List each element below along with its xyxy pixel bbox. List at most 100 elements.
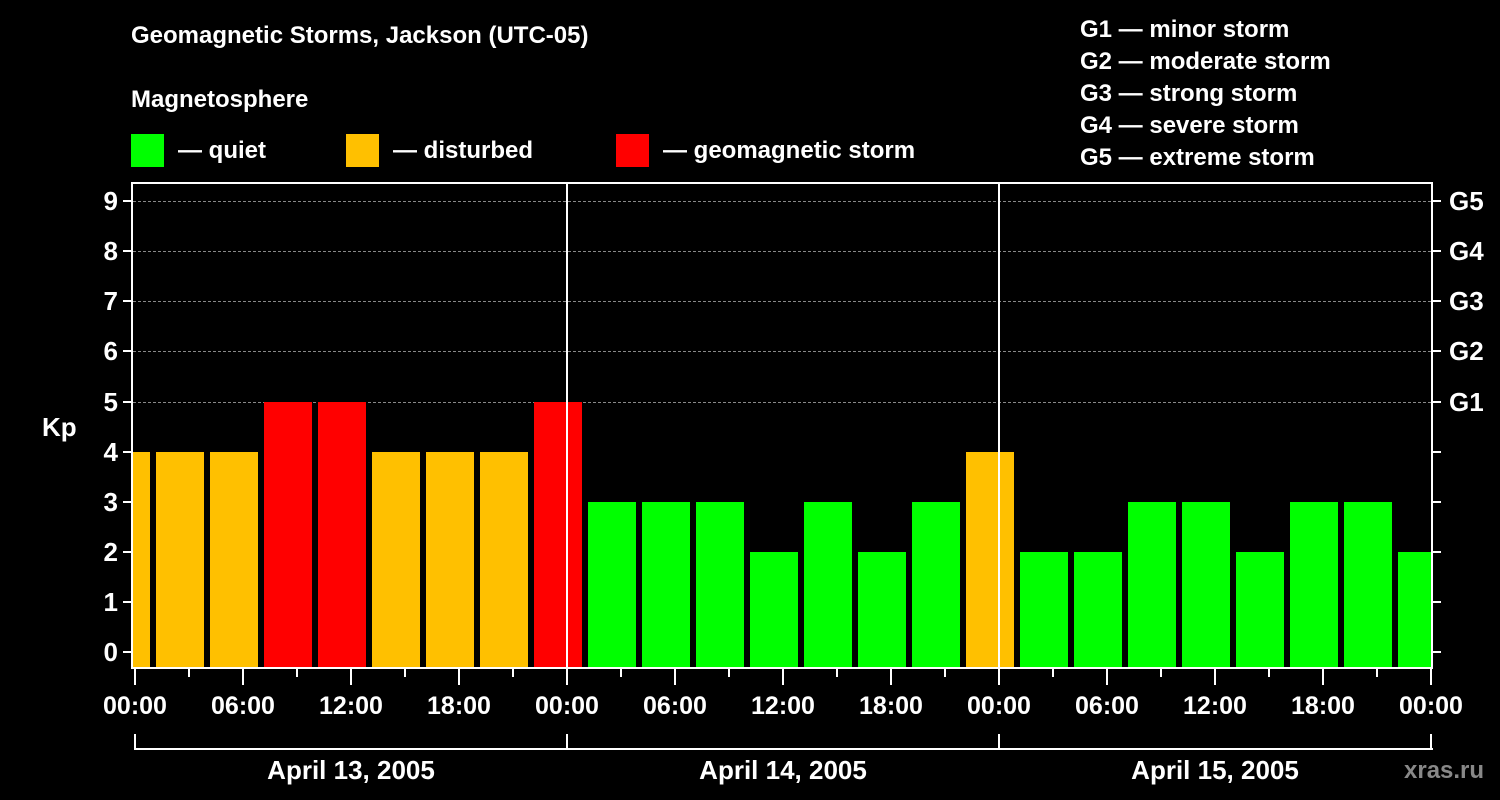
y-tick-right xyxy=(1433,200,1441,203)
swatch-quiet-icon xyxy=(131,134,164,167)
x-tick-minor xyxy=(512,669,514,677)
x-tick-major xyxy=(1322,669,1324,685)
y-tick-right xyxy=(1433,500,1441,503)
g-scale-item: G5 — extreme storm xyxy=(1080,144,1315,171)
g-scale-item: G3 — strong storm xyxy=(1080,80,1298,107)
y-tick xyxy=(123,550,131,553)
bar-storm xyxy=(318,401,366,667)
bar-quiet xyxy=(1290,501,1338,667)
x-tick-label: 12:00 xyxy=(751,692,815,720)
y-tick-label: 7 xyxy=(103,286,118,317)
bar-quiet xyxy=(1236,551,1284,667)
x-tick-minor xyxy=(188,669,190,677)
g-tick-label: G4 xyxy=(1449,236,1484,267)
x-tick-major xyxy=(134,669,136,685)
y-tick-right xyxy=(1433,350,1441,353)
x-tick-major xyxy=(566,669,568,685)
x-tick-label: 00:00 xyxy=(1399,692,1463,720)
y-tick-right xyxy=(1433,250,1441,253)
plot-area xyxy=(131,182,1433,669)
bar-storm xyxy=(534,401,582,667)
y-tick-right xyxy=(1433,600,1441,603)
y-tick-label: 5 xyxy=(103,386,118,417)
x-tick-label: 18:00 xyxy=(1291,692,1355,720)
swatch-storm-icon xyxy=(616,134,649,167)
bar-quiet xyxy=(1128,501,1176,667)
x-tick-major xyxy=(1214,669,1216,685)
x-tick-major xyxy=(1430,669,1432,685)
x-tick-major xyxy=(242,669,244,685)
y-tick-right xyxy=(1433,450,1441,453)
x-tick-label: 12:00 xyxy=(1183,692,1247,720)
x-tick-label: 00:00 xyxy=(103,692,167,720)
x-tick-major xyxy=(674,669,676,685)
g-scale-legend: G1 — minor storm G2 — moderate storm G3 … xyxy=(1080,14,1331,174)
x-tick-label: 18:00 xyxy=(859,692,923,720)
x-tick-minor xyxy=(1376,669,1378,677)
x-tick-label: 00:00 xyxy=(967,692,1031,720)
x-tick-minor xyxy=(620,669,622,677)
y-tick-label: 8 xyxy=(103,236,118,267)
x-tick-major xyxy=(890,669,892,685)
bar-storm xyxy=(264,401,312,667)
g-tick-label: G3 xyxy=(1449,286,1484,317)
bar-disturbed xyxy=(426,451,474,667)
x-tick-minor xyxy=(296,669,298,677)
x-tick-minor xyxy=(1268,669,1270,677)
bar-quiet xyxy=(804,501,852,667)
x-tick-minor xyxy=(836,669,838,677)
y-tick xyxy=(123,250,131,253)
watermark: xras.ru xyxy=(1404,757,1485,784)
x-tick-minor xyxy=(944,669,946,677)
bar-quiet xyxy=(696,501,744,667)
y-tick-label: 3 xyxy=(103,486,118,517)
y-tick xyxy=(123,500,131,503)
y-tick-label: 0 xyxy=(103,637,118,667)
x-tick-label: 06:00 xyxy=(211,692,275,720)
x-tick-minor xyxy=(404,669,406,677)
y-tick-label: 4 xyxy=(103,436,118,467)
y-tick xyxy=(123,651,131,653)
x-tick-major xyxy=(458,669,460,685)
x-tick-minor xyxy=(728,669,730,677)
y-tick xyxy=(123,400,131,403)
grid-line xyxy=(133,251,1431,253)
day-label: April 13, 2005 xyxy=(267,755,435,785)
chart-title: Geomagnetic Storms, Jackson (UTC-05) xyxy=(131,22,589,49)
grid-line xyxy=(133,401,1431,403)
day-bracket-tick xyxy=(134,734,136,749)
grid-line xyxy=(133,201,1431,203)
y-tick xyxy=(123,200,131,203)
y-tick-label: 2 xyxy=(103,536,118,567)
y-tick-right xyxy=(1433,651,1441,653)
y-tick-right xyxy=(1433,300,1441,303)
bar-quiet xyxy=(912,501,960,667)
g-tick-label: G5 xyxy=(1449,186,1484,217)
bar-quiet xyxy=(1020,551,1068,667)
chart-subtitle: Magnetosphere xyxy=(131,86,309,113)
bar-quiet xyxy=(642,501,690,667)
bar-disturbed xyxy=(480,451,528,667)
y-tick xyxy=(123,600,131,603)
bar-quiet xyxy=(588,501,636,667)
g-scale-item: G4 — severe storm xyxy=(1080,112,1299,139)
day-bracket-tick xyxy=(1430,734,1432,749)
day-bracket xyxy=(134,748,1433,750)
y-tick-label: 6 xyxy=(103,336,118,367)
bar-quiet xyxy=(750,551,798,667)
bar-quiet xyxy=(1074,551,1122,667)
legend-quiet: — quiet xyxy=(131,134,266,167)
day-label: April 14, 2005 xyxy=(699,755,867,785)
day-bracket-tick xyxy=(998,734,1000,749)
day-bracket-tick xyxy=(566,734,568,749)
x-tick-label: 00:00 xyxy=(535,692,599,720)
day-divider xyxy=(998,184,1000,667)
g-scale-item: G2 — moderate storm xyxy=(1080,48,1331,75)
legend-storm-label: — geomagnetic storm xyxy=(663,136,916,164)
bar-disturbed xyxy=(133,451,150,667)
legend-quiet-label: — quiet xyxy=(178,136,266,164)
bar-disturbed xyxy=(372,451,420,667)
x-tick-minor xyxy=(1052,669,1054,677)
x-tick-major xyxy=(1106,669,1108,685)
grid-line xyxy=(133,351,1431,353)
